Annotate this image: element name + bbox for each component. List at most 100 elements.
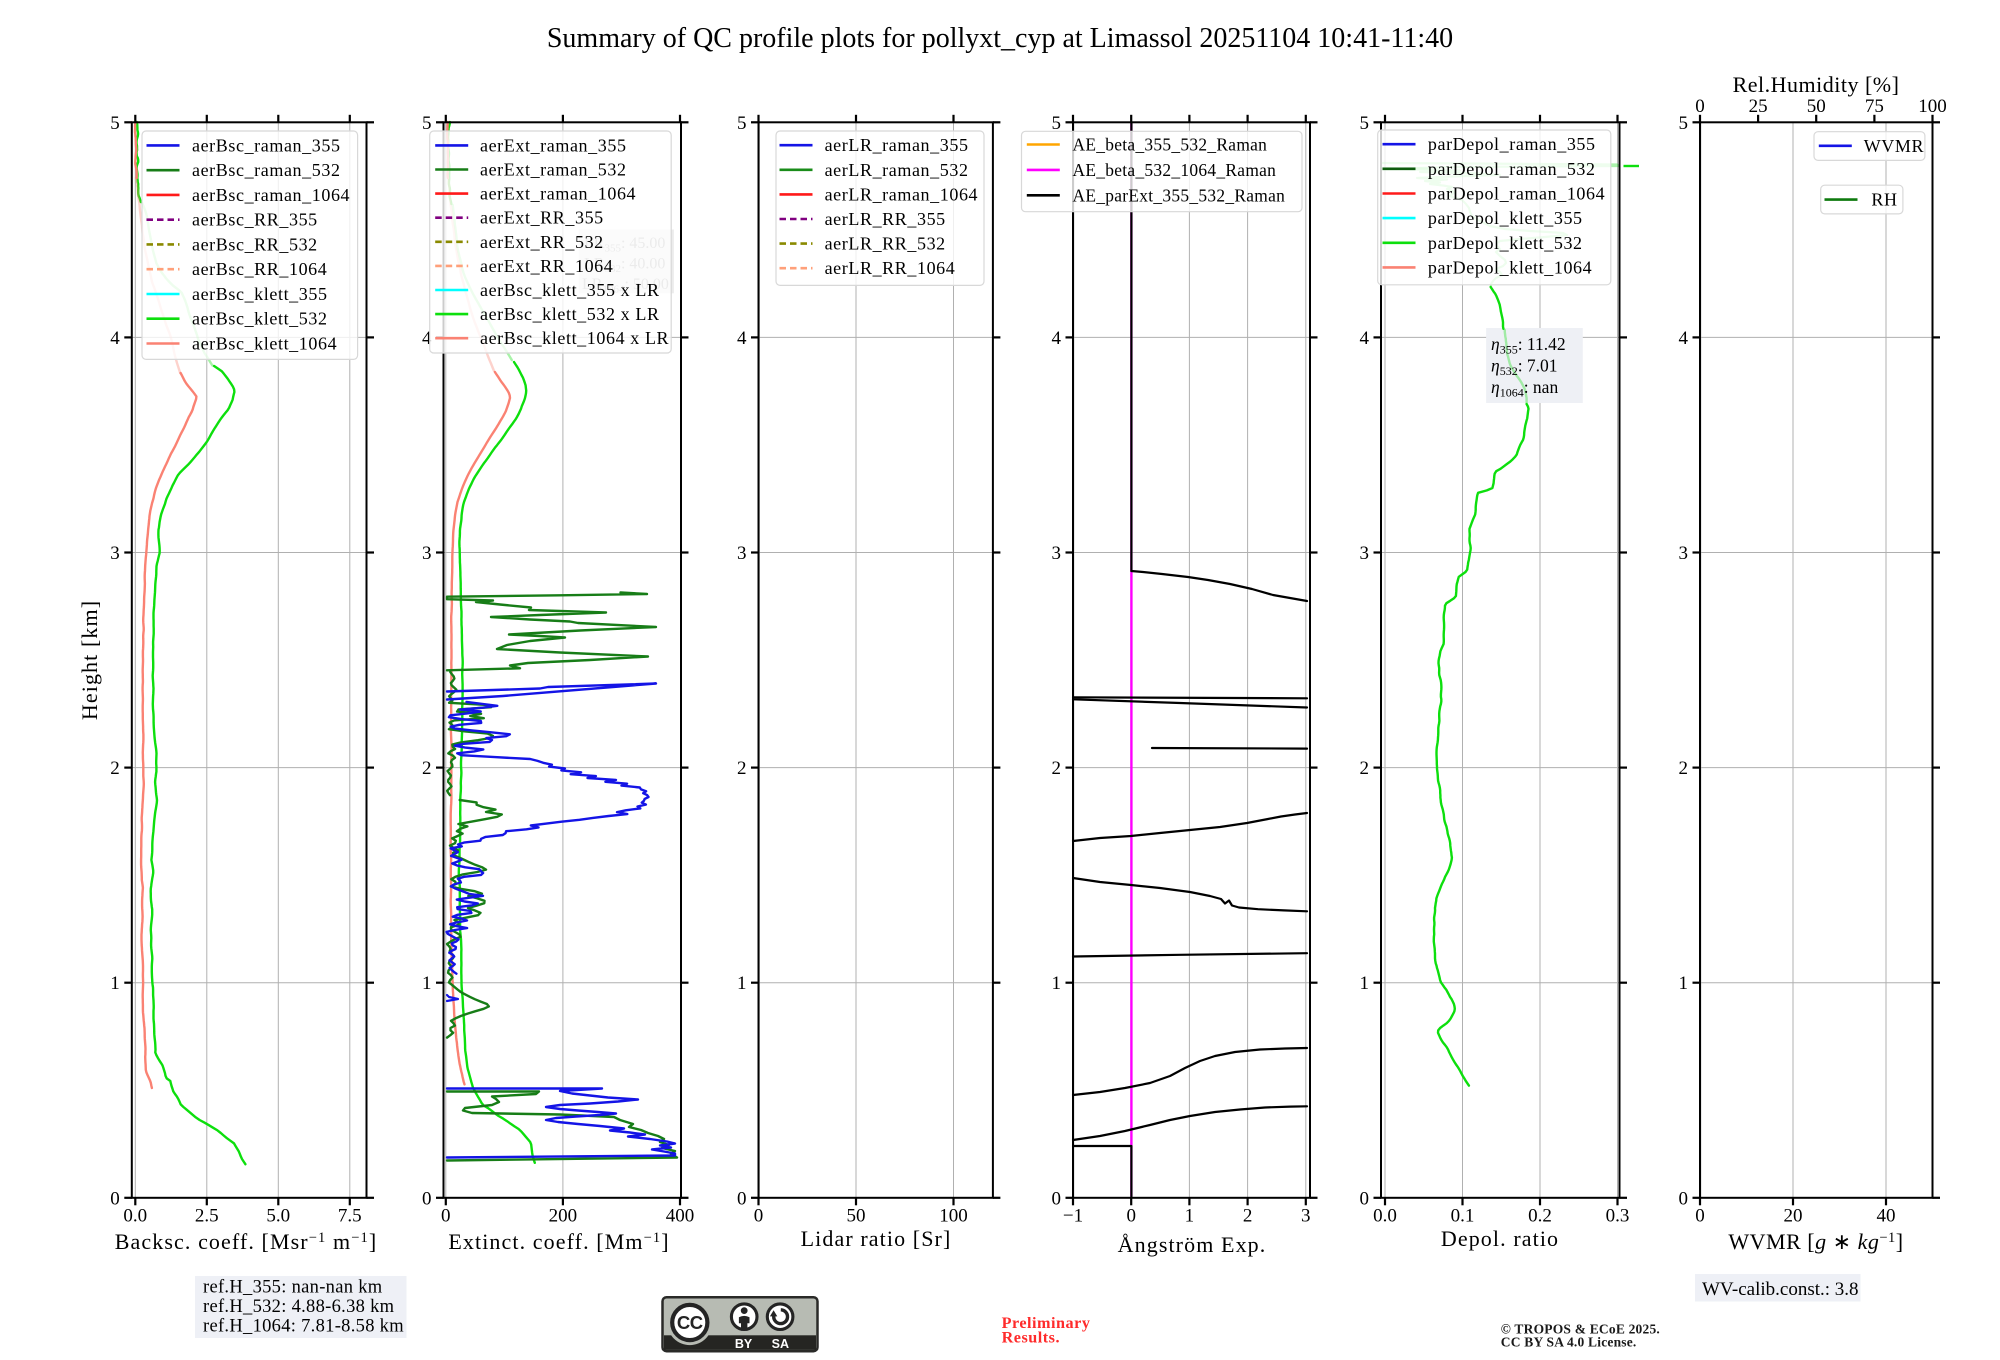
svg-text:parDepol_raman_532: parDepol_raman_532	[1428, 159, 1596, 179]
svg-text:2: 2	[1243, 1206, 1253, 1227]
svg-text:2: 2	[422, 758, 432, 779]
svg-text:1: 1	[737, 973, 747, 994]
svg-text:4: 4	[737, 328, 747, 349]
svg-text:ref.H_532: 4.88-6.38 km: ref.H_532: 4.88-6.38 km	[203, 1297, 395, 1317]
svg-text:AE_parExt_355_532_Raman: AE_parExt_355_532_Raman	[1073, 185, 1286, 205]
svg-text:5: 5	[1052, 113, 1062, 134]
svg-text:0: 0	[1695, 1206, 1705, 1227]
svg-text:2: 2	[737, 758, 747, 779]
svg-text:75: 75	[1865, 96, 1884, 117]
svg-text:3: 3	[422, 543, 432, 564]
svg-text:aerExt_raman_355: aerExt_raman_355	[480, 135, 627, 155]
svg-text:25: 25	[1749, 96, 1768, 117]
svg-text:aerBsc_RR_355: aerBsc_RR_355	[192, 210, 318, 230]
svg-text:20: 20	[1784, 1206, 1803, 1227]
svg-text:aerBsc_raman_355: aerBsc_raman_355	[192, 135, 341, 155]
svg-text:SA: SA	[772, 1337, 789, 1351]
svg-text:1: 1	[110, 973, 120, 994]
svg-text:4: 4	[1679, 328, 1689, 349]
svg-text:0: 0	[1360, 1188, 1370, 1209]
svg-text:WVMR: WVMR	[1864, 136, 1924, 156]
svg-text:Backsc. coeff. [Msr−1 m−1]: Backsc. coeff. [Msr−1 m−1]	[115, 1229, 378, 1254]
svg-text:4: 4	[1360, 328, 1370, 349]
svg-text:−1: −1	[1063, 1206, 1083, 1227]
svg-text:5: 5	[737, 113, 747, 134]
svg-text:1: 1	[1052, 973, 1062, 994]
svg-text:5.0: 5.0	[266, 1206, 290, 1227]
svg-text:2: 2	[110, 758, 120, 779]
svg-text:1: 1	[422, 973, 432, 994]
svg-text:2: 2	[1679, 758, 1689, 779]
svg-text:200: 200	[549, 1206, 578, 1227]
svg-text:ref.H_1064: 7.81-8.58 km: ref.H_1064: 7.81-8.58 km	[203, 1317, 404, 1337]
svg-text:WVMR [g ∗ kg−1]: WVMR [g ∗ kg−1]	[1728, 1229, 1903, 1254]
svg-text:aerLR_RR_1064: aerLR_RR_1064	[825, 258, 956, 278]
svg-text:aerBsc_raman_532: aerBsc_raman_532	[192, 160, 341, 180]
svg-text:100: 100	[939, 1206, 968, 1227]
svg-text:3: 3	[1360, 543, 1370, 564]
svg-text:0.0: 0.0	[123, 1206, 147, 1227]
svg-text:50: 50	[1807, 96, 1826, 117]
svg-text:aerExt_raman_532: aerExt_raman_532	[480, 160, 627, 180]
svg-text:aerBsc_RR_532: aerBsc_RR_532	[192, 234, 318, 254]
svg-text:CC: CC	[677, 1312, 703, 1333]
svg-text:BY: BY	[735, 1337, 753, 1351]
svg-text:Lidar ratio [Sr]: Lidar ratio [Sr]	[801, 1226, 952, 1251]
svg-text:Preliminary: Preliminary	[1002, 1314, 1091, 1332]
svg-text:parDepol_klett_532: parDepol_klett_532	[1428, 233, 1583, 253]
svg-text:WV-calib.const.: 3.8: WV-calib.const.: 3.8	[1702, 1279, 1859, 1300]
svg-text:η355: 11.42: η355: 11.42	[1491, 334, 1566, 357]
svg-text:0: 0	[754, 1206, 764, 1227]
svg-text:4: 4	[422, 328, 432, 349]
svg-text:0.0: 0.0	[1373, 1206, 1397, 1227]
svg-text:parDepol_klett_355: parDepol_klett_355	[1428, 208, 1583, 228]
svg-text:0.3: 0.3	[1606, 1206, 1630, 1227]
svg-text:AE_beta_532_1064_Raman: AE_beta_532_1064_Raman	[1073, 160, 1277, 180]
svg-text:aerBsc_klett_1064 x LR: aerBsc_klett_1064 x LR	[480, 328, 669, 348]
svg-text:ref.H_355: nan-nan km: ref.H_355: nan-nan km	[203, 1278, 383, 1298]
svg-text:4: 4	[1052, 328, 1062, 349]
svg-text:aerBsc_klett_1064: aerBsc_klett_1064	[192, 334, 337, 354]
svg-text:aerExt_RR_355: aerExt_RR_355	[480, 208, 604, 228]
svg-text:0: 0	[441, 1206, 451, 1227]
svg-text:aerBsc_RR_1064: aerBsc_RR_1064	[192, 259, 327, 279]
svg-text:aerExt_RR_532: aerExt_RR_532	[480, 232, 604, 252]
svg-text:40: 40	[1877, 1206, 1896, 1227]
svg-text:aerExt_RR_1064: aerExt_RR_1064	[480, 256, 613, 276]
svg-text:aerLR_RR_355: aerLR_RR_355	[825, 209, 946, 229]
svg-text:3: 3	[1052, 543, 1062, 564]
svg-text:2.5: 2.5	[195, 1206, 219, 1227]
svg-text:5: 5	[1679, 113, 1689, 134]
svg-text:CC BY SA 4.0 License.: CC BY SA 4.0 License.	[1501, 1335, 1637, 1350]
svg-text:aerExt_raman_1064: aerExt_raman_1064	[480, 184, 636, 204]
svg-text:parDepol_klett_1064: parDepol_klett_1064	[1428, 257, 1592, 277]
svg-text:3: 3	[1679, 543, 1689, 564]
svg-text:aerLR_RR_532: aerLR_RR_532	[825, 234, 946, 254]
svg-text:0: 0	[110, 1188, 120, 1209]
svg-text:0.2: 0.2	[1528, 1206, 1552, 1227]
svg-text:AE_beta_355_532_Raman: AE_beta_355_532_Raman	[1073, 135, 1268, 155]
svg-text:Depol. ratio: Depol. ratio	[1441, 1226, 1559, 1251]
svg-text:aerBsc_raman_1064: aerBsc_raman_1064	[192, 185, 350, 205]
svg-text:1: 1	[1679, 973, 1689, 994]
svg-text:400: 400	[666, 1206, 695, 1227]
svg-text:1: 1	[1185, 1206, 1195, 1227]
svg-text:0: 0	[1126, 1206, 1136, 1227]
svg-text:aerBsc_klett_532 x LR: aerBsc_klett_532 x LR	[480, 304, 660, 324]
svg-text:0: 0	[1695, 96, 1705, 117]
svg-text:η1064: nan: η1064: nan	[1491, 377, 1558, 400]
svg-text:aerBsc_klett_355: aerBsc_klett_355	[192, 284, 328, 304]
svg-text:5: 5	[422, 113, 432, 134]
svg-text:Extinct. coeff. [Mm−1]: Extinct. coeff. [Mm−1]	[448, 1229, 669, 1254]
svg-text:aerBsc_klett_355 x LR: aerBsc_klett_355 x LR	[480, 280, 660, 300]
svg-text:Summary of QC profile plots fo: Summary of QC profile plots for pollyxt_…	[547, 23, 1453, 54]
svg-text:© TROPOS & ECoE 2025.: © TROPOS & ECoE 2025.	[1501, 1322, 1660, 1337]
svg-text:0: 0	[737, 1188, 747, 1209]
svg-text:0: 0	[422, 1188, 432, 1209]
svg-text:2: 2	[1052, 758, 1062, 779]
svg-text:Height [km]: Height [km]	[77, 600, 102, 720]
svg-text:5: 5	[110, 113, 120, 134]
svg-text:aerBsc_klett_532: aerBsc_klett_532	[192, 309, 328, 329]
svg-text:aerLR_raman_355: aerLR_raman_355	[825, 135, 969, 155]
svg-text:0.1: 0.1	[1451, 1206, 1475, 1227]
